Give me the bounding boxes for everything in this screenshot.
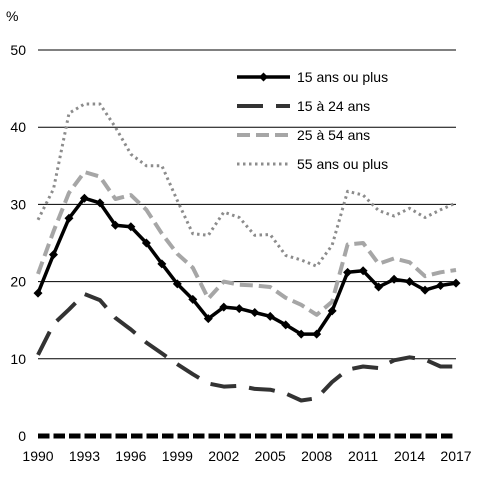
y-tick-label: 50 <box>10 42 26 58</box>
legend-label: 15 ans ou plus <box>297 69 388 85</box>
x-axis-ticks: 1990 1993 1996 1999 2002 2005 2008 2011 2014 2017 <box>22 448 471 464</box>
x-tick-label: 1990 <box>22 448 53 464</box>
data-point-marker <box>420 285 430 295</box>
data-point-marker <box>64 213 74 223</box>
data-point-marker <box>203 314 213 324</box>
legend-label: 15 à 24 ans <box>297 98 370 114</box>
legend-marker <box>259 72 268 82</box>
legend: 15 ans ou plus 15 à 24 ans 25 à 54 ans 55 a… <box>237 69 388 172</box>
data-point-marker <box>312 329 322 339</box>
x-tick-label: 2005 <box>255 448 286 464</box>
data-point-marker <box>234 304 244 314</box>
x-tick-label: 2014 <box>394 448 425 464</box>
series-line-2 <box>36 170 457 317</box>
series-lines <box>33 102 461 403</box>
x-tick-label: 1999 <box>162 448 193 464</box>
data-point-marker <box>436 280 446 290</box>
data-point-marker <box>126 222 136 232</box>
data-point-marker <box>157 259 167 269</box>
x-tick-label: 2002 <box>208 448 239 464</box>
y-tick-label: 0 <box>18 428 26 444</box>
legend-label: 25 à 54 ans <box>297 127 370 143</box>
y-tick-label: 10 <box>10 351 26 367</box>
x-tick-label: 2008 <box>301 448 332 464</box>
legend-label: 55 ans ou plus <box>297 156 388 172</box>
data-point-marker <box>374 282 384 292</box>
y-tick-label: 40 <box>10 119 26 135</box>
data-point-marker <box>327 306 337 316</box>
data-point-marker <box>343 267 353 277</box>
data-point-marker <box>250 307 260 317</box>
y-axis-ticks: 0 10 20 30 40 50 <box>10 42 26 444</box>
data-point-marker <box>95 198 105 208</box>
data-point-marker <box>110 220 120 230</box>
series-line-3 <box>36 102 457 268</box>
data-point-marker <box>296 329 306 339</box>
y-axis-label: % <box>6 8 18 24</box>
data-point-marker <box>141 238 151 248</box>
x-tick-label: 2011 <box>348 448 378 464</box>
x-tick-label: 2017 <box>440 448 471 464</box>
data-point-marker <box>358 266 368 276</box>
x-tick-label: 1996 <box>115 448 146 464</box>
data-point-marker <box>172 279 182 289</box>
data-point-marker <box>405 277 415 287</box>
series-line-0 <box>36 196 457 336</box>
data-point-marker <box>33 288 43 298</box>
data-point-marker <box>281 320 291 330</box>
data-point-marker <box>265 311 275 321</box>
x-tick-label: 1993 <box>69 448 100 464</box>
data-point-marker <box>389 274 399 284</box>
y-tick-label: 30 <box>10 196 26 212</box>
data-point-marker <box>79 193 89 203</box>
data-point-marker <box>451 278 461 288</box>
data-point-marker <box>48 250 58 260</box>
data-point-marker <box>219 302 229 312</box>
y-tick-label: 20 <box>10 274 26 290</box>
data-point-marker <box>188 294 198 304</box>
